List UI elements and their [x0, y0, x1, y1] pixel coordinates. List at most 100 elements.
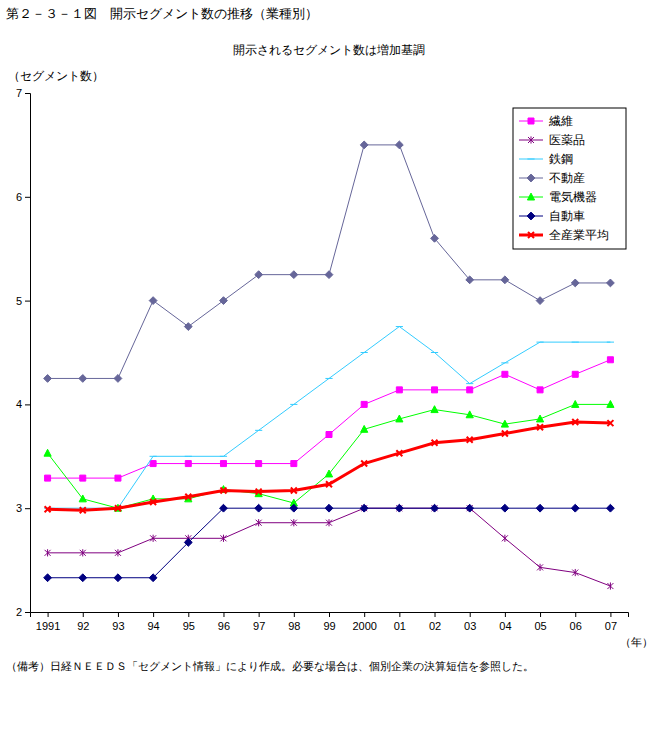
legend-label: 自動車: [549, 209, 585, 223]
legend-item: 不動産: [519, 171, 585, 185]
series-marker: [291, 519, 297, 526]
x-tick-mark: [223, 612, 224, 617]
legend-label: 鉄鋼: [549, 152, 573, 166]
x-tick: 94: [147, 612, 159, 632]
series: [44, 401, 614, 512]
series-marker: [431, 352, 438, 353]
series-marker: [467, 387, 473, 393]
series-marker: [185, 456, 192, 457]
series-marker: [149, 574, 157, 582]
y-tick-mark: [25, 404, 30, 405]
y-tick: 3: [16, 502, 30, 514]
series-marker: [395, 504, 403, 512]
x-tick: 03: [464, 612, 476, 632]
x-tick-label: 92: [77, 620, 89, 632]
chart: 第２－３－１図 開示セグメント数の推移（業種別）開示されるセグメント数は増加基調…: [0, 0, 659, 736]
series-marker: [431, 234, 439, 242]
x-tick: 93: [112, 612, 124, 632]
series-marker: [44, 574, 52, 582]
series-marker: [607, 582, 613, 589]
legend-label: 不動産: [549, 171, 585, 185]
legend-item: 鉄鋼: [519, 152, 573, 166]
x-axis-title: （年）: [620, 636, 653, 649]
series-marker: [80, 549, 86, 556]
series-marker: [290, 271, 298, 279]
x-tick-mark: [435, 612, 436, 617]
series-marker: [79, 574, 87, 582]
x-tick-mark: [364, 612, 365, 617]
x-tick-label: 2000: [352, 620, 376, 632]
series-marker: [571, 279, 579, 287]
x-tick: 2000: [352, 612, 376, 632]
series-marker: [220, 504, 228, 512]
series-marker: [115, 549, 121, 556]
x-axis-line: [31, 613, 629, 618]
series-marker: [326, 432, 332, 438]
series-marker: [396, 415, 403, 422]
y-tick-label: 5: [16, 295, 22, 307]
x-tick: 02: [429, 612, 441, 632]
series-marker: [325, 504, 333, 512]
legend-item: 医薬品: [519, 133, 585, 147]
x-tick: 05: [534, 612, 546, 632]
legend-marker: [527, 159, 534, 160]
legend-label: 全産業平均: [549, 228, 609, 242]
series-marker: [326, 481, 332, 487]
x-tick-mark: [294, 612, 295, 617]
legend-label: 医薬品: [549, 133, 585, 147]
x-tick-mark: [118, 612, 119, 617]
series-marker: [466, 383, 473, 384]
y-tick: 2: [16, 606, 30, 618]
series-marker: [396, 450, 402, 456]
y-tick: 5: [16, 295, 30, 307]
x-tick-label: 03: [464, 620, 476, 632]
x-tick-mark: [399, 612, 400, 617]
y-axis-title: （セグメント数）: [8, 69, 104, 83]
series-marker: [432, 387, 438, 393]
x-tick: 97: [253, 612, 265, 632]
y-tick-mark: [25, 508, 30, 509]
x-tick-label: 1991: [36, 620, 60, 632]
title: 第２－３－１図 開示セグメント数の推移（業種別）: [6, 6, 318, 21]
series-marker: [466, 411, 473, 418]
x-tick-label: 98: [288, 620, 300, 632]
legend-item: 繊維: [519, 114, 573, 128]
series-marker: [150, 456, 157, 457]
x-tick-mark: [540, 612, 541, 617]
series-marker: [607, 401, 614, 408]
series-marker: [536, 504, 544, 512]
legend-marker: [527, 212, 535, 220]
x-tick-mark: [188, 612, 189, 617]
legend-label: 繊維: [548, 114, 573, 128]
series: [45, 357, 614, 481]
series-marker: [45, 506, 51, 512]
legend-marker: [528, 136, 534, 143]
x-tick: 07: [605, 612, 617, 632]
legend-box: [513, 108, 626, 249]
series-marker: [255, 271, 263, 279]
series-marker: [502, 371, 508, 377]
legend-marker: [528, 232, 534, 238]
x-tick-label: 06: [570, 620, 582, 632]
series-marker: [431, 504, 439, 512]
series-marker: [45, 549, 51, 556]
series-marker: [607, 342, 614, 343]
series-marker: [220, 535, 226, 542]
x-tick: 04: [499, 612, 511, 632]
x-tick: 98: [288, 612, 300, 632]
x-tick-label: 05: [534, 620, 546, 632]
series-marker: [501, 420, 508, 427]
series-marker: [185, 461, 191, 467]
series-line: [48, 508, 611, 586]
x-tick: 96: [218, 612, 230, 632]
series-marker: [325, 271, 333, 279]
series-marker: [290, 504, 298, 512]
series-marker: [361, 425, 368, 432]
y-tick-label: 6: [16, 191, 22, 203]
legend-line: [519, 159, 543, 160]
series-marker: [572, 401, 579, 408]
series-marker: [536, 342, 543, 343]
series-marker: [79, 495, 86, 502]
series-marker: [607, 357, 613, 363]
series-marker: [361, 505, 367, 512]
